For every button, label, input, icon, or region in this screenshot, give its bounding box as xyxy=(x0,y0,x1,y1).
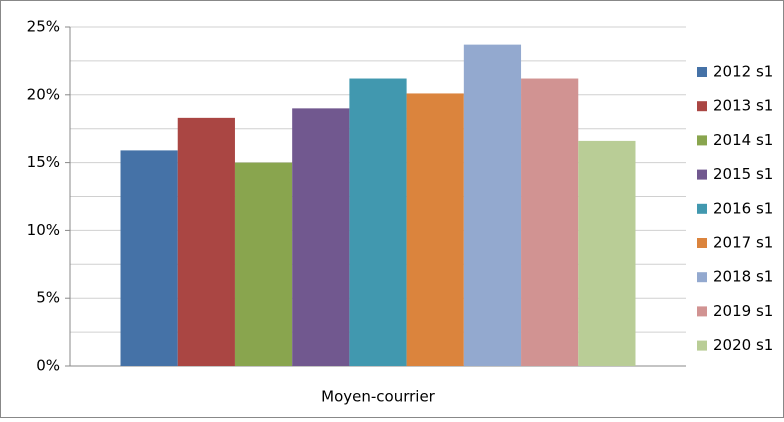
legend-swatch xyxy=(697,203,707,214)
legend-label: 2012 s1 xyxy=(713,63,773,81)
y-tick-label: 25% xyxy=(27,18,60,36)
legend-swatch xyxy=(697,272,707,283)
y-tick-label: 20% xyxy=(27,85,60,103)
bar xyxy=(578,140,636,366)
bar xyxy=(177,117,235,367)
legend-label: 2018 s1 xyxy=(713,268,773,286)
bar xyxy=(521,78,579,366)
legend-label: 2014 s1 xyxy=(713,131,773,149)
legend-label: 2016 s1 xyxy=(713,199,773,217)
bar xyxy=(463,44,522,367)
y-tick-label: 15% xyxy=(27,153,60,171)
y-tick-label: 5% xyxy=(36,289,60,307)
bar xyxy=(120,150,178,366)
legend-label: 2019 s1 xyxy=(713,302,773,320)
x-tick-label: Moyen-courrier xyxy=(321,388,436,406)
legend-swatch xyxy=(697,238,707,248)
legend-swatch xyxy=(697,340,707,351)
legend-label: 2017 s1 xyxy=(713,234,773,252)
legend-swatch xyxy=(697,135,707,146)
bar xyxy=(349,78,407,366)
legend-label: 2020 s1 xyxy=(713,336,773,354)
bar xyxy=(406,93,464,366)
legend-swatch xyxy=(697,101,707,112)
legend-label: 2013 s1 xyxy=(713,97,773,115)
legend-swatch xyxy=(697,67,707,77)
bar xyxy=(234,162,293,366)
y-tick-label: 10% xyxy=(27,221,60,239)
bar xyxy=(292,108,350,367)
legend-swatch xyxy=(697,306,707,317)
legend-swatch xyxy=(697,169,707,180)
legend-label: 2015 s1 xyxy=(713,165,773,183)
y-tick-label: 0% xyxy=(36,357,60,375)
